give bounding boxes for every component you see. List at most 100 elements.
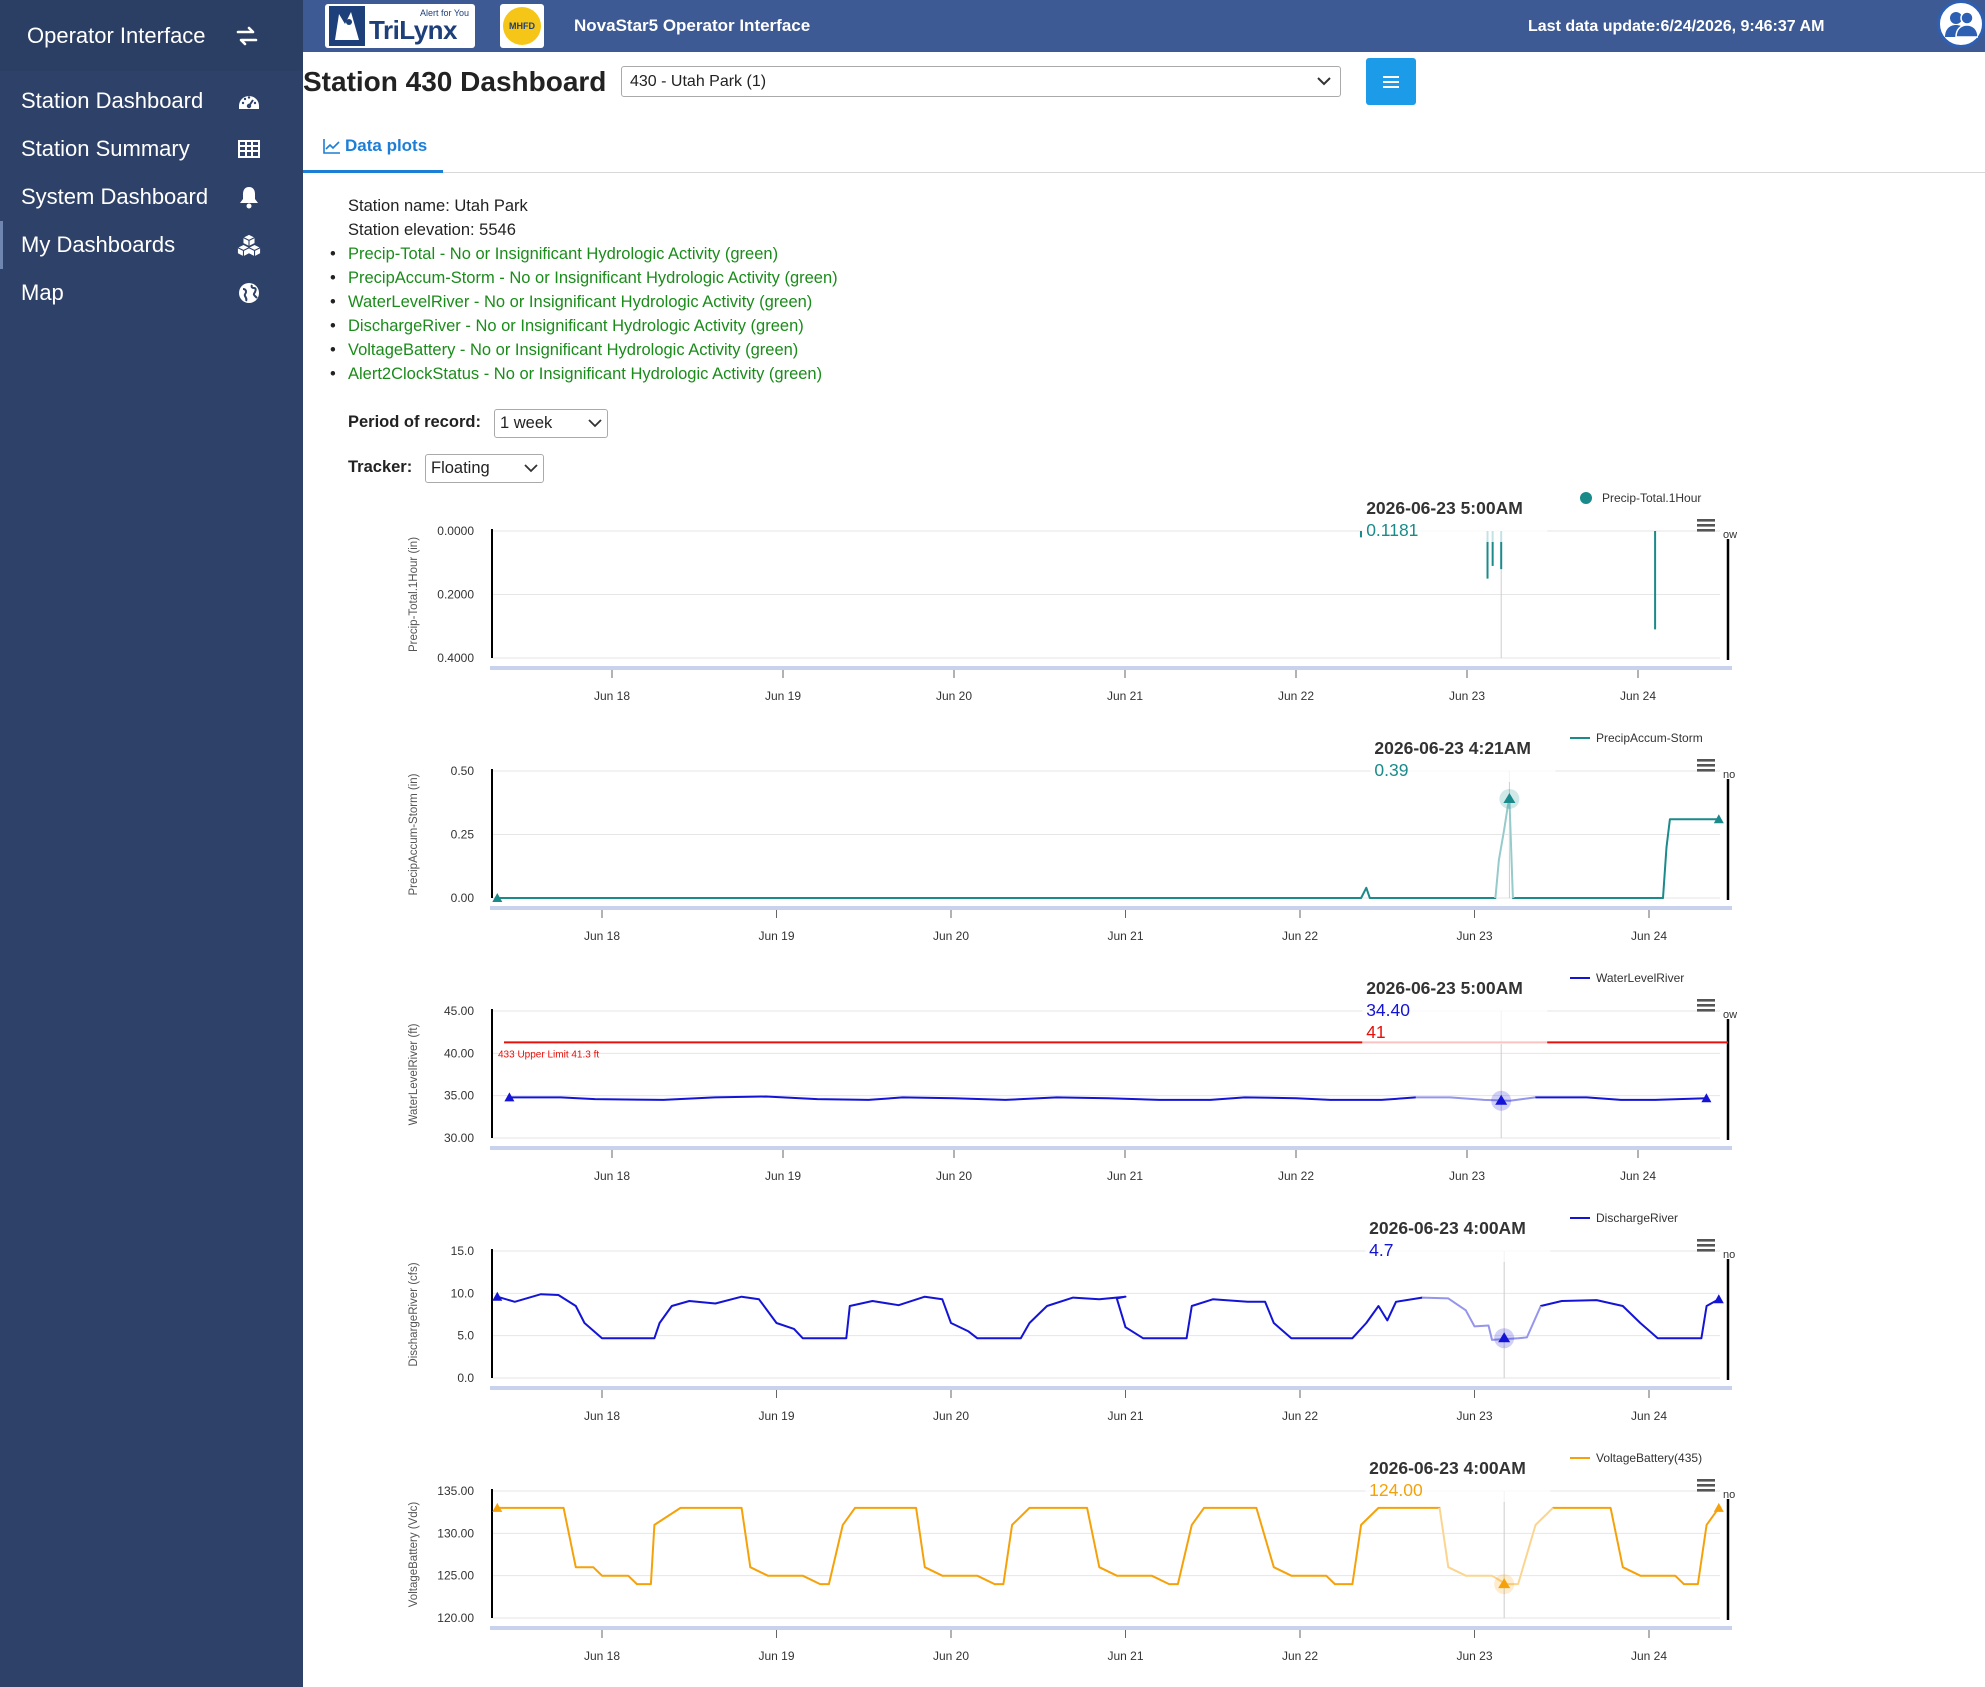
legend[interactable]: DischargeRiver xyxy=(1570,1211,1678,1225)
hover-marker xyxy=(1495,1094,1508,1105)
mhfd-logo[interactable]: MHFD xyxy=(500,4,544,48)
x-tick-label: Jun 23 xyxy=(1449,1169,1485,1183)
tab-label: Data plots xyxy=(345,135,428,155)
navigator-bar xyxy=(490,1146,1732,1150)
menu-button[interactable] xyxy=(1366,58,1416,105)
sidebar-item-my-dashboards[interactable]: My Dashboards xyxy=(0,221,303,269)
station-select-value: 430 - Utah Park (1) xyxy=(630,72,767,90)
x-tick-label: Jun 18 xyxy=(584,1409,620,1423)
hover-marker xyxy=(1498,1578,1511,1589)
chart-menu-icon[interactable] xyxy=(1697,999,1715,1012)
chart-0: 0.0000 0.2000 0.4000 Jun 18 Jun 19 Jun 20 Jun … xyxy=(408,491,1737,703)
sidebar-item-station-summary[interactable]: Station Summary xyxy=(0,125,303,173)
legend[interactable]: PrecipAccum-Storm xyxy=(1570,731,1703,745)
x-tick-label: Jun 20 xyxy=(936,1169,972,1183)
x-tick-label: Jun 22 xyxy=(1282,929,1318,943)
x-tick-label: Jun 18 xyxy=(594,1169,630,1183)
chart-menu-bar xyxy=(1697,1244,1715,1247)
series-endpoint-marker xyxy=(1713,1502,1724,1512)
tracker-select[interactable]: Floating xyxy=(425,454,544,483)
x-tick-label: Jun 22 xyxy=(1282,1409,1318,1423)
chart-menu-icon[interactable] xyxy=(1697,1239,1715,1252)
chart-1: 0.00 0.25 0.50 Jun 18 Jun 19 Jun 20 Jun 21 Jun … xyxy=(408,731,1735,943)
chart-menu-icon[interactable] xyxy=(1697,759,1715,772)
chart-menu-icon[interactable] xyxy=(1697,519,1715,532)
chart-menu-bar xyxy=(1697,519,1715,522)
x-tick-label: Jun 21 xyxy=(1107,1409,1143,1423)
chart-menu-bar xyxy=(1697,1249,1715,1252)
legend-label: WaterLevelRiver xyxy=(1596,971,1684,985)
series-endpoint-marker xyxy=(504,1092,515,1102)
series-hover-fade xyxy=(1422,1296,1543,1342)
list-item: Alert2ClockStatus - No or Insignificant … xyxy=(330,362,838,386)
chart-menu-icon[interactable] xyxy=(1697,1479,1715,1492)
x-tick-label: Jun 19 xyxy=(758,1649,794,1663)
line-chart-icon xyxy=(323,138,340,154)
sidebar-item-system-dashboard[interactable]: System Dashboard xyxy=(0,173,303,221)
sidebar-item-label: Station Dashboard xyxy=(21,88,204,113)
user-avatar-icon[interactable] xyxy=(1937,0,1985,48)
y-tick-label: 40.00 xyxy=(444,1046,474,1060)
period-select[interactable]: 1 week xyxy=(494,409,608,438)
edge-text: no xyxy=(1723,1249,1735,1261)
x-tick-label: Jun 24 xyxy=(1620,689,1656,703)
x-tick-label: Jun 21 xyxy=(1107,689,1143,703)
sidebar-item-label: Station Summary xyxy=(21,136,190,161)
tooltip-value: 124.00 xyxy=(1369,1480,1423,1500)
legend-marker xyxy=(1580,492,1592,504)
list-item: Precip-Total - No or Insignificant Hydro… xyxy=(330,242,838,266)
sidebar-item-map[interactable]: Map xyxy=(0,269,303,317)
station-select[interactable]: 430 - Utah Park (1) xyxy=(621,66,1341,97)
y-tick-label: 35.00 xyxy=(444,1089,474,1103)
edge-text: ow xyxy=(1723,529,1737,541)
tooltip-bg xyxy=(1362,496,1548,542)
y-axis-label: DischargeRiver (cfs) xyxy=(408,1262,420,1366)
chart-menu-bar xyxy=(1697,1489,1715,1492)
series-endpoint-marker xyxy=(492,1502,503,1512)
station-name: Station name: Utah Park xyxy=(348,197,528,215)
sidebar-item-station-dashboard[interactable]: Station Dashboard xyxy=(0,77,303,125)
legend-label: DischargeRiver xyxy=(1596,1211,1678,1225)
chart-menu-bar xyxy=(1697,769,1715,772)
legend[interactable]: Precip-Total.1Hour xyxy=(1580,491,1701,505)
globe-icon xyxy=(237,281,261,305)
chart-menu-bar xyxy=(1697,1484,1715,1487)
chart-menu-bar xyxy=(1697,529,1715,532)
chevron-down-icon xyxy=(1316,73,1332,91)
sidebar-item-label: My Dashboards xyxy=(21,232,176,257)
legend-label: PrecipAccum-Storm xyxy=(1596,731,1703,745)
swap-arrows-icon[interactable] xyxy=(235,24,259,48)
chevron-down-icon xyxy=(588,414,602,433)
series-endpoint-marker xyxy=(1713,1294,1724,1304)
tracker-label: Tracker: xyxy=(348,458,413,476)
y-tick-label: 0.00 xyxy=(451,891,475,905)
y-tick-label: 10.0 xyxy=(451,1286,475,1300)
x-tick-label: Jun 24 xyxy=(1631,1409,1667,1423)
x-tick-label: Jun 18 xyxy=(594,689,630,703)
chart-4: 120.00 125.00 130.00 135.00 Jun 18 Jun 19 Jun … xyxy=(408,1451,1735,1663)
y-tick-label: 45.00 xyxy=(444,1004,474,1018)
list-item: VoltageBattery - No or Insignificant Hyd… xyxy=(330,338,838,362)
status-list: Precip-Total - No or Insignificant Hydro… xyxy=(330,242,838,386)
y-tick-label: 0.0 xyxy=(457,1371,474,1385)
x-tick-label: Jun 20 xyxy=(933,1409,969,1423)
hamburger-icon xyxy=(1383,75,1399,88)
legend-label: Precip-Total.1Hour xyxy=(1602,491,1701,505)
sidebar-item-label: Map xyxy=(21,280,64,305)
chart-menu-bar xyxy=(1697,1479,1715,1482)
series-endpoint-marker xyxy=(492,893,503,902)
tab-data-plots[interactable]: Data plots xyxy=(303,121,443,173)
tooltip-title: 2026-06-23 4:00AM xyxy=(1369,1218,1526,1238)
series-endpoint-marker xyxy=(1713,814,1724,824)
y-axis-label: PrecipAccum-Storm (in) xyxy=(408,773,420,895)
sidebar-brand[interactable]: Operator Interface xyxy=(0,0,303,71)
x-tick-label: Jun 24 xyxy=(1620,1169,1656,1183)
x-tick-label: Jun 22 xyxy=(1278,689,1314,703)
legend[interactable]: VoltageBattery(435) xyxy=(1570,1451,1702,1465)
x-tick-label: Jun 23 xyxy=(1456,1649,1492,1663)
legend[interactable]: WaterLevelRiver xyxy=(1570,971,1684,985)
tooltip-value: 0.1181 xyxy=(1366,520,1418,540)
trilynx-logo[interactable]: TriLynx Alert for You xyxy=(325,4,475,48)
